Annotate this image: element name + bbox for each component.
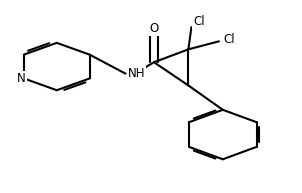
Text: Cl: Cl xyxy=(223,33,235,46)
Text: NH: NH xyxy=(128,67,145,80)
Text: N: N xyxy=(17,72,26,85)
Text: Cl: Cl xyxy=(193,15,205,28)
Text: O: O xyxy=(149,22,159,35)
